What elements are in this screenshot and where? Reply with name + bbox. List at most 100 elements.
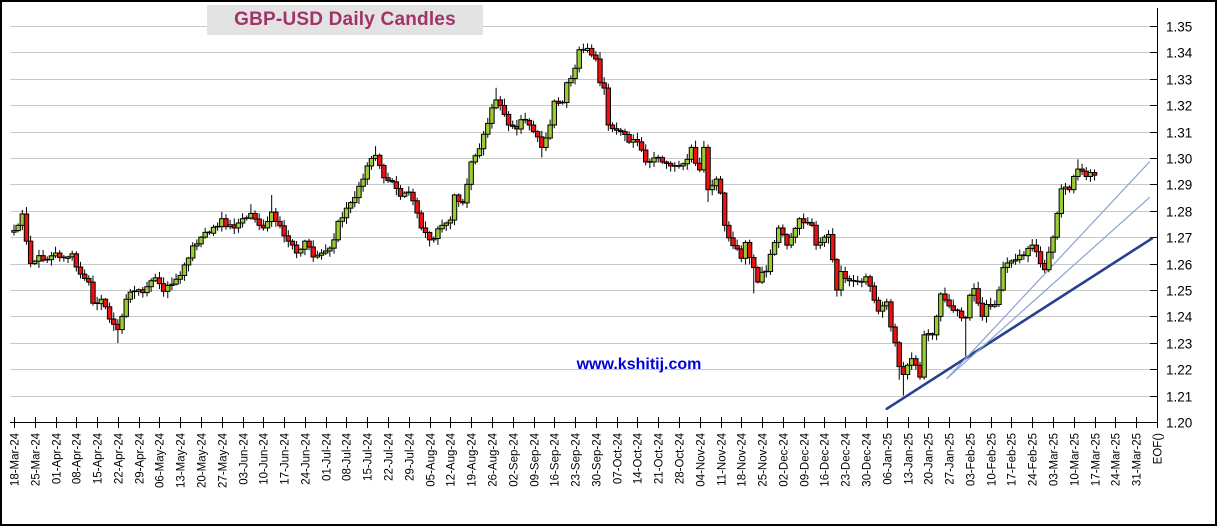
- candle: [1004, 262, 1010, 269]
- x-axis-label: 15-Apr-24: [93, 432, 105, 484]
- candle: [1017, 254, 1023, 261]
- y-axis-label: 1.35: [1166, 20, 1192, 35]
- candle: [190, 245, 196, 259]
- x-axis-label: 22-Apr-24: [114, 432, 126, 484]
- x-axis-label: 21-Oct-24: [654, 432, 666, 484]
- x-axis-label: 13-Jan-25: [904, 433, 916, 485]
- y-axis-label: 1.21: [1166, 390, 1192, 405]
- candle: [518, 119, 524, 130]
- candle: [776, 227, 782, 243]
- candle: [572, 67, 578, 80]
- candle: [256, 218, 262, 226]
- x-axis-label: 17-Jun-24: [280, 432, 292, 484]
- candle: [830, 234, 836, 261]
- candle: [368, 157, 375, 167]
- y-axis-label: 1.32: [1166, 99, 1192, 114]
- candle: [751, 257, 757, 269]
- candle: [568, 78, 574, 84]
- candle: [32, 260, 38, 265]
- candle: [821, 236, 828, 243]
- candle: [327, 247, 333, 252]
- x-axis-label: 31-Mar-25: [1132, 433, 1144, 486]
- candle: [352, 197, 358, 204]
- x-axis-label: 18-Mar-24: [10, 432, 22, 486]
- candle: [285, 235, 291, 242]
- candle: [1025, 247, 1031, 257]
- candle: [792, 227, 799, 238]
- candle: [1037, 251, 1044, 265]
- x-axis-label: 29-Jul-24: [405, 432, 417, 481]
- candle: [1000, 267, 1006, 291]
- candle: [86, 277, 92, 283]
- candle: [102, 298, 109, 308]
- candle: [543, 137, 549, 148]
- x-axis-label: 24-Jun-24: [301, 432, 313, 484]
- candle: [451, 194, 458, 221]
- candle: [1058, 188, 1065, 214]
- y-axis-label: 1.28: [1166, 205, 1192, 220]
- candle: [360, 178, 366, 187]
- candle: [431, 238, 437, 241]
- x-axis-label: 09-Sep-24: [530, 432, 542, 486]
- candle: [904, 364, 911, 375]
- candle: [472, 155, 479, 163]
- x-axis-label: 10-Jun-24: [259, 432, 271, 484]
- x-axis-label: 06-Jan-25: [883, 433, 895, 485]
- candle: [983, 304, 990, 317]
- candle: [489, 107, 495, 124]
- watermark-text: www.kshitij.com: [576, 356, 702, 373]
- candle: [485, 122, 491, 135]
- candle: [634, 139, 641, 143]
- candle: [235, 222, 242, 229]
- x-axis-label: 02-Sep-24: [509, 432, 521, 486]
- candle: [1008, 260, 1015, 264]
- x-axis-label: 03-Feb-25: [966, 433, 978, 486]
- candle: [780, 227, 786, 236]
- candle: [377, 154, 383, 166]
- candle: [73, 253, 80, 268]
- candle: [564, 82, 570, 104]
- candle: [310, 246, 316, 258]
- candle: [198, 236, 204, 245]
- x-axis-label: 04-Nov-24: [696, 432, 708, 486]
- candle: [534, 131, 541, 138]
- x-axis-label: 30-Dec-24: [862, 432, 874, 486]
- fan-trendline-lower: [946, 197, 1151, 380]
- candle: [306, 240, 312, 248]
- x-axis-label: 15-Jul-24: [363, 432, 375, 481]
- y-axis-label: 1.20: [1166, 416, 1192, 431]
- candle: [1046, 251, 1052, 271]
- candle: [871, 285, 877, 301]
- candle: [601, 82, 607, 89]
- candle: [809, 222, 815, 226]
- y-axis-label: 1.33: [1166, 73, 1192, 88]
- candle: [385, 177, 391, 182]
- x-axis-label: 01-Jul-24: [322, 432, 334, 481]
- candle: [397, 187, 404, 197]
- x-axis-label: 25-Nov-24: [758, 432, 770, 486]
- candle: [1091, 172, 1098, 176]
- x-axis-label: 27-May-24: [218, 432, 230, 488]
- candle: [838, 271, 844, 291]
- candle: [933, 315, 940, 336]
- candle: [123, 298, 129, 317]
- candle: [173, 278, 179, 285]
- candle: [464, 183, 470, 204]
- candle: [842, 271, 848, 280]
- candle: [210, 226, 217, 234]
- candle: [202, 231, 208, 238]
- candle: [759, 271, 765, 283]
- candle: [414, 200, 420, 214]
- x-axis-label: 24-Feb-25: [1028, 433, 1040, 486]
- x-axis-label: 16-Sep-24: [550, 432, 562, 486]
- candle: [613, 128, 620, 131]
- candle: [1079, 168, 1085, 172]
- candle: [476, 148, 483, 157]
- candle: [318, 252, 325, 256]
- candle: [950, 305, 956, 311]
- candle: [726, 224, 732, 239]
- candle: [156, 277, 163, 285]
- candle: [888, 301, 894, 328]
- candle: [593, 54, 599, 60]
